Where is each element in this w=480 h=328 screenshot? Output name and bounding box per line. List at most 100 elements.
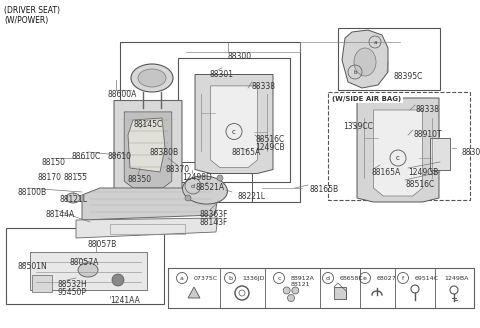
Polygon shape xyxy=(188,287,200,298)
Text: 68027: 68027 xyxy=(377,276,396,281)
Ellipse shape xyxy=(292,287,299,294)
Text: 88155: 88155 xyxy=(64,173,88,182)
Text: 88350: 88350 xyxy=(128,175,152,184)
Text: e: e xyxy=(363,276,367,280)
Text: 88121L: 88121L xyxy=(60,195,88,204)
Text: 88165A: 88165A xyxy=(232,148,261,157)
Text: b: b xyxy=(228,276,232,280)
Bar xyxy=(338,28,440,90)
Text: 88395C: 88395C xyxy=(393,72,422,81)
Bar xyxy=(328,92,470,200)
Text: 88610C: 88610C xyxy=(72,152,101,161)
Text: 88363F: 88363F xyxy=(200,210,228,219)
Text: 88501N: 88501N xyxy=(18,262,48,271)
Bar xyxy=(110,224,185,234)
Bar xyxy=(435,268,474,308)
Text: 12498D: 12498D xyxy=(182,173,212,182)
Text: 1249BA: 1249BA xyxy=(444,276,468,281)
Bar xyxy=(32,275,52,292)
Polygon shape xyxy=(114,100,182,195)
Text: 88221L: 88221L xyxy=(238,192,266,201)
Text: 88165B: 88165B xyxy=(310,185,339,194)
Polygon shape xyxy=(124,112,172,188)
Bar xyxy=(334,287,346,299)
Bar xyxy=(360,268,395,308)
Bar xyxy=(430,138,450,170)
Text: 1241AA: 1241AA xyxy=(110,296,140,305)
Ellipse shape xyxy=(354,48,376,76)
Text: c: c xyxy=(232,129,236,134)
Text: b: b xyxy=(353,70,357,74)
Bar xyxy=(395,268,435,308)
Polygon shape xyxy=(211,86,257,168)
Text: 1339CC: 1339CC xyxy=(343,122,373,131)
Text: 88516C: 88516C xyxy=(255,135,284,144)
Ellipse shape xyxy=(138,69,166,87)
Text: 88301: 88301 xyxy=(462,148,480,157)
Bar xyxy=(6,228,164,304)
Text: 88516C: 88516C xyxy=(405,180,434,189)
Bar xyxy=(120,42,300,202)
Text: 88338: 88338 xyxy=(415,105,439,114)
Text: a: a xyxy=(373,39,377,45)
Text: 07375C: 07375C xyxy=(194,276,218,281)
Ellipse shape xyxy=(78,263,98,277)
Bar xyxy=(30,252,147,290)
Bar xyxy=(168,268,220,308)
Bar xyxy=(265,268,320,308)
Text: 88057A: 88057A xyxy=(70,258,99,267)
Polygon shape xyxy=(357,98,439,202)
Polygon shape xyxy=(195,74,273,174)
Polygon shape xyxy=(342,30,388,88)
Text: 88150: 88150 xyxy=(42,158,66,167)
Text: 88300: 88300 xyxy=(228,52,252,61)
Ellipse shape xyxy=(283,287,290,294)
Text: 88610: 88610 xyxy=(107,152,131,161)
Text: 88521A: 88521A xyxy=(196,183,225,192)
Bar xyxy=(170,162,252,202)
Text: 1336JD: 1336JD xyxy=(242,276,264,281)
Polygon shape xyxy=(82,188,218,220)
Circle shape xyxy=(185,195,191,201)
Text: 88057B: 88057B xyxy=(87,240,116,249)
Text: c: c xyxy=(396,155,400,161)
Ellipse shape xyxy=(131,64,173,92)
Text: 88532H: 88532H xyxy=(58,280,88,289)
Text: 88600A: 88600A xyxy=(107,90,136,99)
Text: (DRIVER SEAT)
(W/POWER): (DRIVER SEAT) (W/POWER) xyxy=(4,6,60,25)
Text: 88143F: 88143F xyxy=(200,218,228,227)
Text: 88370: 88370 xyxy=(165,165,189,174)
Polygon shape xyxy=(373,110,422,196)
Text: 88301: 88301 xyxy=(210,70,234,79)
Text: f: f xyxy=(402,276,404,280)
Ellipse shape xyxy=(288,295,295,301)
Text: d: d xyxy=(326,276,330,280)
Text: 69514C: 69514C xyxy=(415,276,439,281)
Ellipse shape xyxy=(66,193,80,203)
Text: 88165A: 88165A xyxy=(372,168,401,177)
Bar xyxy=(168,268,474,308)
Ellipse shape xyxy=(182,176,228,204)
Text: 88910T: 88910T xyxy=(413,130,442,139)
Text: (W/SIDE AIR BAG): (W/SIDE AIR BAG) xyxy=(332,96,401,102)
Text: 88912A
88121: 88912A 88121 xyxy=(291,276,315,287)
Text: 68658C: 68658C xyxy=(340,276,364,281)
Text: 95450P: 95450P xyxy=(58,288,87,297)
Polygon shape xyxy=(128,118,165,172)
Text: 88144A: 88144A xyxy=(45,210,74,219)
Text: 88170: 88170 xyxy=(38,173,62,182)
Text: a: a xyxy=(180,276,184,280)
Bar xyxy=(320,268,360,308)
Circle shape xyxy=(217,175,223,181)
Text: 88100B: 88100B xyxy=(18,188,47,197)
Text: d: d xyxy=(191,183,195,189)
Polygon shape xyxy=(76,218,218,238)
Text: c: c xyxy=(277,276,281,280)
Text: 88380B: 88380B xyxy=(150,148,179,157)
Text: 88338: 88338 xyxy=(252,82,276,91)
Text: 1249GB: 1249GB xyxy=(408,168,438,177)
Text: 88145C: 88145C xyxy=(133,120,162,129)
Bar xyxy=(220,268,265,308)
Circle shape xyxy=(112,274,124,286)
Bar xyxy=(178,58,290,182)
